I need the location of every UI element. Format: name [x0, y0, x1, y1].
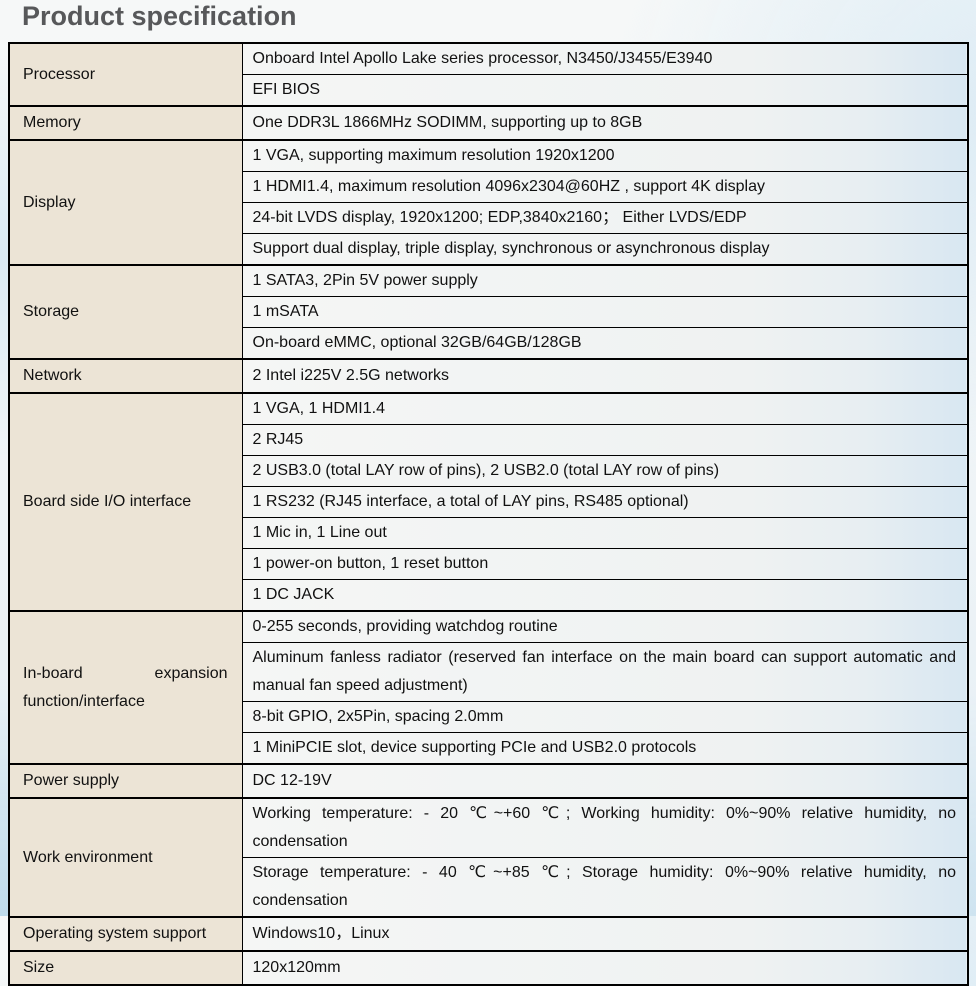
- spec-row: Size 120x120mm: [8, 950, 969, 986]
- spec-value-cell: Working temperature: - 20 ℃~+60 ℃; Worki…: [241, 797, 969, 858]
- spec-value-cell: Support dual display, triple display, sy…: [241, 233, 969, 266]
- spec-value-cell: DC 12-19V: [241, 763, 969, 799]
- spec-row: 24-bit LVDS display, 1920x1200; EDP,3840…: [9, 202, 969, 234]
- spec-row: Support dual display, triple display, sy…: [9, 233, 969, 266]
- spec-value-cell: 1 MiniPCIE slot, device supporting PCIe …: [241, 732, 969, 765]
- spec-value-cell: 1 VGA, 1 HDMI1.4: [241, 392, 969, 425]
- spec-category-cell: Processor: [8, 42, 243, 107]
- spec-row: 8-bit GPIO, 2x5Pin, spacing 2.0mm: [9, 701, 969, 733]
- spec-value-cell: 1 HDMI1.4, maximum resolution 4096x2304@…: [241, 171, 969, 203]
- spec-row: 1 power-on button, 1 reset button: [9, 548, 969, 580]
- spec-value-cell: 1 DC JACK: [241, 579, 969, 612]
- spec-row: 1 Mic in, 1 Line out: [9, 517, 969, 549]
- spec-value-cell: Onboard Intel Apollo Lake series process…: [241, 42, 969, 75]
- spec-row: 2 RJ45: [9, 424, 969, 456]
- spec-category-cell: Board side I/O interface: [8, 392, 243, 612]
- spec-row: 1 RS232 (RJ45 interface, a total of LAY …: [9, 486, 969, 518]
- spec-row: On-board eMMC, optional 32GB/64GB/128GB: [9, 327, 969, 360]
- spec-row: Memory One DDR3L 1866MHz SODIMM, supporti…: [8, 105, 969, 141]
- spec-row: 2 USB3.0 (total LAY row of pins), 2 USB2…: [9, 455, 969, 487]
- spec-row: Storage temperature: - 40 ℃~+85 ℃; Stora…: [9, 857, 969, 918]
- spec-value-cell: 1 Mic in, 1 Line out: [241, 517, 969, 549]
- spec-value-cell: 1 VGA, supporting maximum resolution 192…: [241, 139, 969, 172]
- spec-category-cell: Operating system support: [8, 916, 243, 952]
- spec-row: EFI BIOS: [9, 74, 969, 107]
- spec-category-cell: Display: [8, 139, 243, 266]
- spec-row: 1 mSATA: [9, 296, 969, 328]
- spec-row: 1 HDMI1.4, maximum resolution 4096x2304@…: [9, 171, 969, 203]
- spec-category-cell: Work environment: [8, 797, 243, 918]
- spec-row: Work environment Working temperature: - 2…: [8, 797, 969, 918]
- spec-category-cell: In-board expansion function/interface: [8, 610, 243, 765]
- spec-row: Processor Onboard Intel Apollo Lake serie…: [8, 42, 969, 107]
- spec-category-cell: Memory: [8, 105, 243, 141]
- spec-row: Display 1 VGA, supporting maximum resolut…: [8, 139, 969, 266]
- spec-row: Board side I/O interface 1 VGA, 1 HDMI1.4: [8, 392, 969, 612]
- spec-row: Storage 1 SATA3, 2Pin 5V power supply: [8, 264, 969, 360]
- spec-category-cell: Storage: [8, 264, 243, 360]
- spec-category-cell: Power supply: [8, 763, 243, 799]
- spec-value-cell: One DDR3L 1866MHz SODIMM, supporting up …: [241, 105, 969, 141]
- product-spec-table-body: Processor Onboard Intel Apollo Lake serie…: [8, 42, 969, 986]
- spec-value-cell: 0-255 seconds, providing watchdog routin…: [241, 610, 969, 643]
- spec-value-cell: 2 RJ45: [241, 424, 969, 456]
- spec-row: Network 2 Intel i225V 2.5G networks: [8, 358, 969, 394]
- spec-value-cell: Aluminum fanless radiator (reserved fan …: [241, 642, 969, 702]
- spec-value-cell: Windows10，Linux: [241, 916, 969, 952]
- spec-value-cell: Storage temperature: - 40 ℃~+85 ℃; Stora…: [241, 857, 969, 918]
- spec-value-cell: 24-bit LVDS display, 1920x1200; EDP,3840…: [241, 202, 969, 234]
- spec-row: Operating system support Windows10，Linux: [8, 916, 969, 952]
- spec-value-cell: 2 USB3.0 (total LAY row of pins), 2 USB2…: [241, 455, 969, 487]
- spec-category-cell: Network: [8, 358, 243, 394]
- spec-value-cell: 1 RS232 (RJ45 interface, a total of LAY …: [241, 486, 969, 518]
- spec-value-cell: EFI BIOS: [241, 74, 969, 107]
- spec-row: Power supply DC 12-19V: [8, 763, 969, 799]
- spec-value-cell: 1 power-on button, 1 reset button: [241, 548, 969, 580]
- spec-value-cell: 1 mSATA: [241, 296, 969, 328]
- spec-row: In-board expansion function/interface 0-2…: [8, 610, 969, 765]
- spec-value-cell: 120x120mm: [241, 950, 969, 986]
- spec-value-cell: 2 Intel i225V 2.5G networks: [241, 358, 969, 394]
- spec-category-cell: Size: [8, 950, 243, 986]
- spec-row: Aluminum fanless radiator (reserved fan …: [9, 642, 969, 702]
- page-title: Product specification: [22, 1, 297, 31]
- spec-value-cell: On-board eMMC, optional 32GB/64GB/128GB: [241, 327, 969, 360]
- product-spec-table: Processor Onboard Intel Apollo Lake serie…: [8, 42, 969, 986]
- spec-value-cell: 1 SATA3, 2Pin 5V power supply: [241, 264, 969, 297]
- spec-value-cell: 8-bit GPIO, 2x5Pin, spacing 2.0mm: [241, 701, 969, 733]
